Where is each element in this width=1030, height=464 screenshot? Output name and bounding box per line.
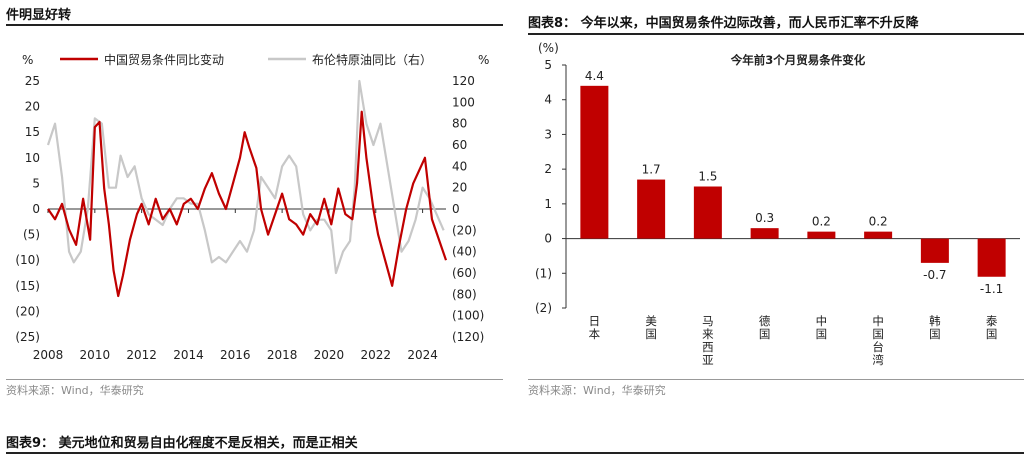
bottom-figure-title: 图表9： 美元地位和贸易自由化程度不是反相关，而是正相关 [6, 436, 358, 451]
left-panel-title: 件明显好转 [6, 8, 72, 23]
bar-category-label: 德国 [759, 314, 771, 341]
left-y-tick-label: (25) [15, 330, 40, 344]
x-tick-label: 2014 [173, 348, 204, 362]
bar-7 [977, 238, 1006, 277]
right-y-tick-label: (60) [452, 266, 477, 280]
right-y-tick-label: 80 [452, 117, 467, 131]
series-line-brent-oil [46, 79, 445, 275]
right-y-tick-label: (40) [452, 245, 477, 259]
left-line-chart: % % 25 20 15 10 5 0 (5) (10) (15) (20) (25) 120 100 80 6… [15, 52, 489, 362]
bar-value-label: 1.7 [642, 163, 661, 177]
bar-value-label: -0.7 [923, 268, 946, 282]
x-tick-label: 2010 [80, 348, 111, 362]
left-source-note: 资料来源：Wind，华泰研究 [6, 384, 144, 397]
right-title-rule [528, 33, 1024, 35]
series-line-china-terms-of-trade [47, 110, 448, 298]
bar-category-label: 泰国 [986, 314, 998, 341]
bar-y-tick-label: 3 [544, 127, 552, 141]
bar-category-label: 日本 [589, 314, 601, 341]
right-bar-chart: (%) 今年前3个月贸易条件变化 5 4 3 2 1 0 (1) (2) 4.4 日本 1.7 美国 1.5… [535, 41, 1020, 367]
bar-value-label: 0.2 [869, 215, 888, 229]
left-bottom-rule [6, 379, 503, 380]
left-y-tick-label: 20 [25, 100, 40, 114]
right-bottom-rule [528, 379, 1024, 380]
right-y-tick-label: (20) [452, 223, 477, 237]
x-tick-label: 2008 [33, 348, 64, 362]
right-axis-unit: % [478, 53, 489, 67]
bar-y-tick-label: 4 [544, 93, 552, 107]
right-y-tick-label: (100) [452, 309, 484, 323]
right-y-tick-label: 20 [452, 181, 467, 195]
bar-category-label: 中国台湾 [872, 314, 884, 367]
left-y-tick-label: (20) [15, 304, 40, 318]
bar-y-tick-label: 5 [544, 58, 552, 72]
right-y-tick-label: 120 [452, 74, 475, 88]
left-y-tick-label: 10 [25, 151, 40, 165]
bar-0 [580, 85, 609, 239]
right-y-tick-label: 40 [452, 159, 467, 173]
bar-2 [693, 186, 722, 239]
left-y-tick-label: 15 [25, 125, 40, 139]
bar-value-label: -1.1 [980, 282, 1003, 296]
left-y-tick-label: 25 [25, 74, 40, 88]
bar-value-label: 1.5 [698, 170, 717, 184]
bar-y-tick-label: 2 [544, 162, 552, 176]
right-source-note: 资料来源：Wind，华泰研究 [528, 384, 666, 397]
left-y-tick-label: 5 [32, 176, 40, 190]
right-y-tick-label: 0 [452, 202, 460, 216]
bar-y-tick-label: (2) [535, 301, 552, 315]
bar-y-tick-label: 0 [544, 232, 552, 246]
bar-value-label: 4.4 [585, 69, 604, 83]
bar-4 [807, 231, 836, 239]
bar-1 [637, 179, 666, 239]
bar-category-label: 马来西亚 [702, 314, 714, 367]
bar-category-label: 韩国 [929, 314, 941, 341]
left-y-tick-label: 0 [32, 202, 40, 216]
right-y-tick-label: 60 [452, 138, 467, 152]
x-tick-label: 2012 [126, 348, 157, 362]
left-y-tick-label: (5) [23, 228, 40, 242]
bar-6 [920, 238, 949, 263]
bar-category-label: 美国 [645, 314, 657, 341]
left-axis-unit: % [22, 53, 33, 67]
bar-value-label: 0.2 [812, 215, 831, 229]
bar-chart-unit: (%) [538, 41, 559, 55]
bar-y-tick-label: (1) [535, 266, 552, 280]
left-title-rule [6, 24, 503, 26]
bar-value-label: 0.3 [755, 211, 774, 225]
x-tick-label: 2022 [360, 348, 391, 362]
bar-category-label: 中国 [816, 314, 828, 341]
right-y-tick-label: 100 [452, 95, 475, 109]
bottom-title-rule [6, 452, 1024, 454]
x-tick-label: 2020 [314, 348, 345, 362]
right-y-tick-label: (80) [452, 287, 477, 301]
left-y-tick-label: (10) [15, 253, 40, 267]
left-y-tick-label: (15) [15, 279, 40, 293]
x-tick-label: 2024 [407, 348, 438, 362]
x-tick-label: 2016 [220, 348, 251, 362]
x-tick-label: 2018 [267, 348, 298, 362]
right-panel-title: 图表8： 今年以来，中国贸易条件边际改善，而人民币汇率不升反降 [528, 16, 919, 31]
legend-label-china: 中国贸易条件同比变动 [104, 52, 224, 67]
right-y-tick-label: (120) [452, 330, 484, 344]
bar-3 [750, 228, 779, 239]
bar-chart-title: 今年前3个月贸易条件变化 [730, 53, 866, 67]
legend-label-brent: 布伦特原油同比（右） [312, 52, 432, 67]
bar-5 [864, 231, 893, 239]
bar-y-tick-label: 1 [544, 197, 552, 211]
